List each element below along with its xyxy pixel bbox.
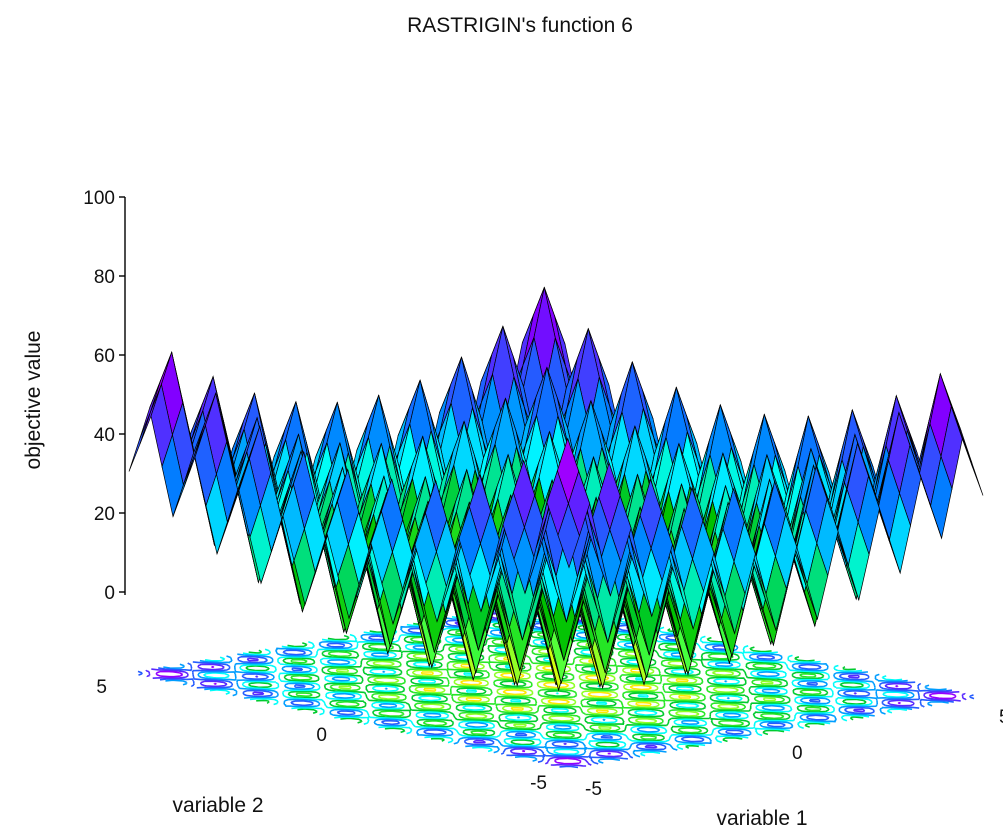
y-tick-label: -5 (530, 773, 547, 794)
floor-contour-line (155, 605, 957, 765)
y-axis-label: variable 2 (172, 794, 263, 817)
z-axis-label: objective value (22, 331, 45, 470)
z-tick-label: 80 (94, 267, 115, 288)
z-tick-label: 20 (94, 504, 115, 525)
surface-patch (557, 502, 580, 569)
chart-title: RASTRIGIN's function 6 (407, 14, 633, 37)
floor-contour-line (420, 656, 692, 714)
z-tick-label: 0 (104, 583, 115, 604)
y-tick-label: 0 (316, 725, 327, 746)
floor-contour-projection (137, 601, 975, 769)
axis-ticks: 0 20 40 60 80 100 -5 0 5 -5 0 5 (83, 188, 1003, 800)
y-tick-label: 5 (96, 677, 107, 698)
x-tick-label: 5 (999, 707, 1003, 728)
z-tick-label: 40 (94, 425, 115, 446)
x-tick-label: 0 (792, 743, 803, 764)
floor-contour-line (245, 621, 867, 749)
x-tick-label: -5 (585, 779, 602, 800)
surface-mesh (128, 286, 984, 692)
z-tick-label: 100 (83, 188, 115, 209)
x-axis-label: variable 1 (716, 807, 807, 830)
z-tick-label: 60 (94, 346, 115, 367)
